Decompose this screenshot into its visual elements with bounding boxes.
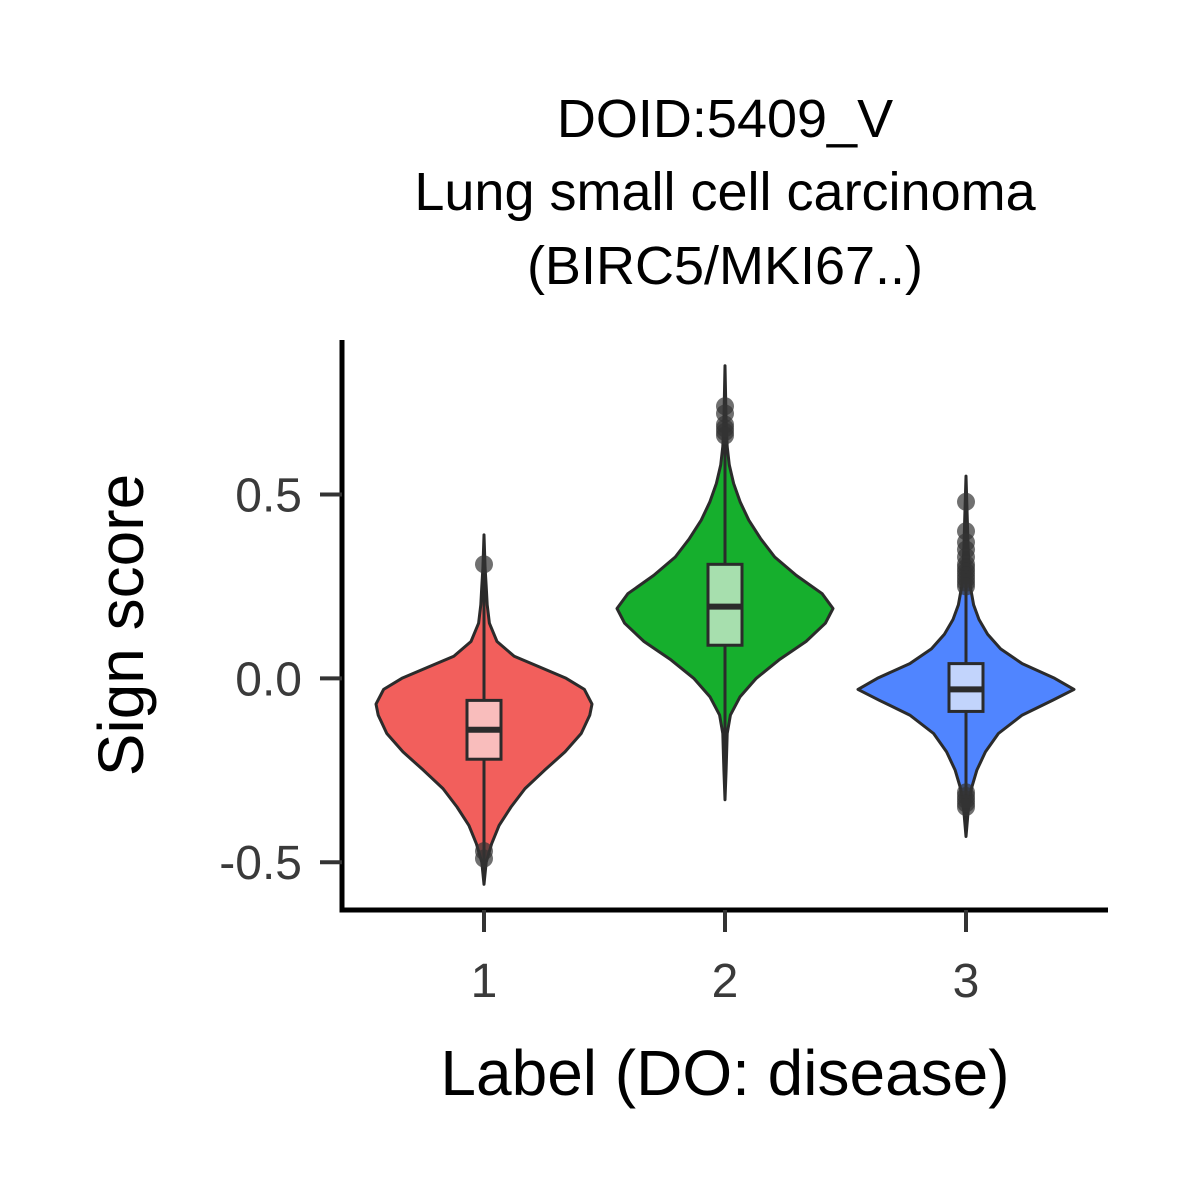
x-axis-title: Label (DO: disease)	[440, 1037, 1009, 1109]
chart-title-line-3: (BIRC5/MKI67..)	[527, 236, 923, 296]
violin-group-1	[374, 533, 594, 886]
outlier-point	[957, 798, 975, 817]
chart-title-line-1: DOID:5409_V	[557, 89, 893, 149]
x-axis-ticks: 1 2 3	[471, 910, 980, 1008]
outlier-point	[475, 849, 493, 868]
violin-group-3	[856, 474, 1076, 838]
outlier-point	[716, 426, 734, 445]
y-axis-title: Sign score	[85, 474, 157, 776]
chart-title: DOID:5409_V Lung small cell carcinoma (B…	[414, 89, 1036, 296]
x-tick-label: 2	[712, 955, 739, 1008]
violin-group-2	[615, 364, 835, 802]
x-tick-label: 1	[471, 955, 498, 1008]
chart-title-line-2: Lung small cell carcinoma	[414, 162, 1036, 222]
outlier-point	[475, 555, 493, 574]
y-axis-ticks: 0.5 0.0 -0.5	[219, 469, 342, 890]
outlier-point	[957, 492, 975, 511]
y-tick-label: -0.5	[219, 837, 302, 890]
plot-area	[374, 364, 1076, 886]
x-tick-label: 3	[953, 955, 980, 1008]
y-tick-label: 0.0	[235, 653, 302, 706]
y-tick-label: 0.5	[235, 469, 302, 522]
outlier-point	[957, 577, 975, 596]
